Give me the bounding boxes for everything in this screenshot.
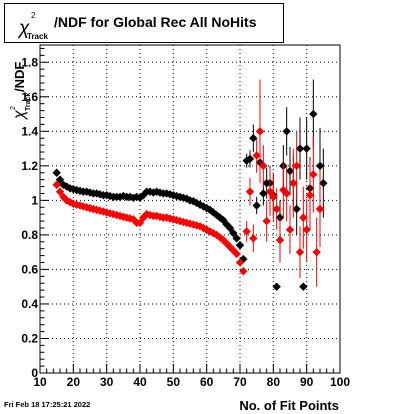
data-point [315, 161, 325, 171]
data-point [292, 161, 301, 171]
x-tick-label: 100 [330, 375, 350, 389]
y-tick-label: 1 [31, 193, 38, 207]
chart-title-symbol: χ [17, 18, 30, 39]
data-point [225, 242, 235, 252]
x-tick-label: 40 [133, 375, 147, 389]
series-1 [52, 79, 325, 287]
data-point [259, 189, 268, 198]
data-point [309, 170, 318, 179]
data-point [285, 225, 295, 234]
x-tick-label: 60 [200, 375, 214, 389]
data-point [59, 180, 68, 190]
data-point [252, 151, 261, 160]
data-point [319, 178, 328, 188]
chart-title-superscript: 2 [31, 11, 36, 20]
data-point [302, 144, 311, 153]
axis-labels: No. of Fit Points χ 2 Track /NDF [10, 62, 339, 413]
chart-title-box: χ 2 Track /NDF for Global Rec All NoHits [4, 3, 284, 43]
y-tick-label: 0.2 [21, 331, 38, 345]
x-tick-label: 30 [100, 375, 114, 389]
y-tick-label: 0.6 [21, 262, 38, 276]
data-point [259, 161, 268, 171]
x-axis-label: No. of Fit Points [239, 398, 339, 413]
data-point [55, 187, 65, 196]
data-point [242, 227, 251, 236]
data-point [289, 178, 298, 188]
data-point [285, 166, 295, 176]
data-point [282, 189, 291, 198]
y-axis-label-text: /NDF [12, 62, 27, 92]
x-tick-label: 10 [33, 375, 47, 389]
x-tick-label: 50 [167, 375, 181, 389]
data-point [199, 202, 208, 211]
data-point [239, 266, 248, 276]
data-point [249, 134, 258, 143]
x-tick-label: 20 [67, 375, 81, 389]
x-tick-label: 80 [267, 375, 281, 389]
chart-title: χ 2 Track /NDF for Global Rec All NoHits [17, 11, 257, 41]
data-point [305, 190, 315, 200]
y-axis-label-subscript: Track [25, 93, 32, 111]
data-point [225, 223, 235, 233]
y-axis-label: χ 2 Track /NDF [10, 62, 32, 121]
y-tick-label: 1.8 [21, 55, 38, 69]
plot-frame-border [39, 44, 341, 374]
y-tick-label: 1.2 [21, 159, 38, 173]
data-point [309, 109, 318, 119]
data-point [312, 247, 321, 257]
data-point [252, 201, 261, 210]
data-point [269, 192, 278, 202]
data-point [292, 204, 301, 214]
data-point [295, 247, 305, 257]
data-point [62, 182, 71, 191]
y-tick-label: 1.6 [21, 90, 38, 104]
data-point [282, 127, 291, 136]
data-point [205, 227, 215, 236]
y-tick-label: 1.4 [21, 124, 38, 138]
data-point [255, 127, 265, 136]
data-point [195, 222, 205, 231]
data-point [235, 241, 245, 250]
y-axis-label-superscript: 2 [10, 106, 17, 110]
data-point [245, 154, 255, 164]
x-tick-label: 90 [300, 375, 314, 389]
data-point [299, 282, 308, 291]
data-point [52, 168, 61, 177]
chart-title-subscript: Track [27, 32, 48, 41]
data-point [205, 205, 215, 215]
data-point [315, 204, 325, 214]
axis-ticks: 10 20 30 40 50 60 70 80 90 100 0 0.2 0.4 0.6 0.8 1 1.2 1.… [21, 47, 350, 389]
data-point [195, 200, 205, 209]
data-point [262, 216, 271, 226]
data-point [135, 218, 145, 228]
y-tick-label: 0.8 [21, 228, 38, 242]
chart-title-text: /NDF for Global Rec All NoHits [54, 14, 257, 30]
data-point [275, 235, 285, 245]
data-point [55, 175, 65, 184]
y-tick-label: 0.4 [21, 297, 38, 311]
data-point [232, 234, 241, 243]
data-point [272, 204, 281, 214]
data-series [52, 79, 328, 291]
data-point [232, 249, 241, 259]
data-point [295, 144, 305, 153]
datestamp: Fri Feb 18 17:25:21 2022 [4, 400, 91, 409]
data-point [199, 223, 208, 233]
data-point [265, 187, 275, 196]
y-tick-label: 0 [31, 366, 38, 380]
y-axis-label-symbol: χ [11, 110, 28, 121]
data-point [52, 180, 61, 190]
data-point [245, 187, 255, 196]
data-point [235, 258, 245, 267]
data-point [229, 228, 238, 238]
data-point [299, 213, 308, 222]
data-point [272, 282, 281, 291]
data-point [249, 234, 258, 243]
data-point [302, 225, 311, 234]
data-point [229, 246, 238, 255]
x-tick-label: 70 [233, 375, 247, 389]
